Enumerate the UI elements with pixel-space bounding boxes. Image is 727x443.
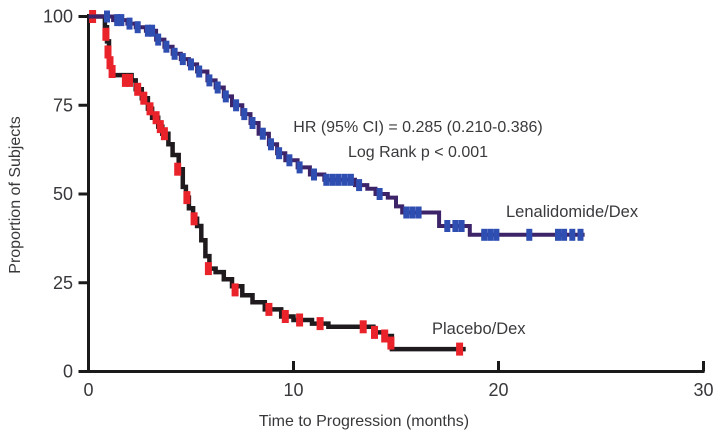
series-label-placebo: Placebo/Dex: [432, 320, 526, 338]
lenalidomide-censor-mark: [335, 173, 342, 186]
lenalidomide-censor-mark: [493, 228, 500, 241]
lenalidomide-censor-mark: [126, 17, 133, 30]
x-tick-label: 0: [83, 380, 93, 400]
placebo-censor-mark: [381, 329, 389, 343]
lenalidomide-censor-mark: [171, 47, 178, 60]
lenalidomide-censor-mark: [149, 24, 156, 37]
lenalidomide-censor-mark: [356, 179, 363, 192]
y-tick-label: 75: [53, 95, 73, 115]
lenalidomide-censor-mark: [323, 173, 330, 186]
placebo-censor-mark: [456, 342, 464, 356]
placebo-censor-mark: [104, 45, 112, 59]
placebo-censor-mark: [387, 336, 395, 350]
lenalidomide-censor-mark: [286, 154, 293, 167]
lenalidomide-censor-mark: [415, 206, 422, 219]
placebo-censor-mark: [204, 262, 212, 276]
hr-annotation-line2: Log Rank p < 0.001: [347, 144, 489, 161]
placebo-censor-mark: [140, 91, 148, 105]
lenalidomide-censor-mark: [104, 10, 110, 23]
placebo-censor-mark: [102, 27, 110, 41]
lenalidomide-censor-mark: [409, 206, 416, 219]
lenalidomide-censor-mark: [296, 161, 303, 174]
placebo-censor-mark: [160, 127, 168, 141]
lenalidomide-censor-mark: [241, 108, 248, 121]
lenalidomide-censor-mark: [222, 90, 229, 103]
placebo-censor-mark: [316, 317, 324, 331]
placebo-censor-mark: [183, 191, 191, 205]
lenalidomide-censor-mark: [555, 228, 561, 241]
lenalidomide-censor-mark: [561, 228, 568, 241]
placebo-censor-mark: [121, 73, 129, 87]
placebo-curve: [88, 14, 466, 352]
lenalidomide-censor-mark: [259, 127, 266, 140]
lenalidomide-censor-mark: [569, 228, 576, 241]
lenalidomide-censor-mark: [311, 168, 317, 181]
placebo-censor-mark: [265, 302, 273, 316]
lenalidomide-censor-mark: [118, 14, 125, 27]
lenalidomide-censor-mark: [577, 228, 584, 241]
lenalidomide-censor-mark: [155, 33, 162, 46]
y-axis-title: Proportion of Subjects: [7, 116, 24, 274]
hr-annotation: HR (95% CI) = 0.285 (0.210-0.386) Log Ra…: [253, 115, 583, 165]
placebo-censor-mark: [152, 111, 160, 125]
lenalidomide-censor-mark: [403, 206, 410, 219]
lenalidomide-censor-mark: [487, 228, 494, 241]
lenalidomide-censor-mark: [206, 74, 213, 87]
placebo-censor-mark: [134, 82, 142, 96]
placebo-censor-mark: [108, 65, 116, 78]
series-label-lenalidomide: Lenalidomide/Dex: [506, 203, 639, 221]
placebo-censor-mark: [190, 212, 198, 226]
placebo-censor-mark: [371, 325, 378, 339]
placebo-censor-mark: [359, 320, 367, 334]
y-tick-label: 100: [43, 7, 73, 27]
placebo-censor-mark: [296, 313, 304, 327]
lenalidomide-censor-mark: [347, 173, 354, 186]
lenalidomide-censor-mark: [196, 65, 203, 78]
x-axis-title: Time to Progression (months): [258, 413, 470, 430]
x-tick-label: 30: [693, 380, 713, 400]
lenalidomide-censor-mark: [452, 220, 459, 232]
lenalidomide-censor-mark: [144, 24, 151, 37]
lenalidomide-censor-mark: [134, 21, 141, 34]
placebo-censor-mark: [231, 283, 239, 297]
y-tick-label: 25: [53, 273, 73, 293]
lenalidomide-censor-mark: [249, 117, 256, 129]
placebo-censor-mark: [126, 73, 133, 87]
lenalidomide-censor-mark: [214, 81, 221, 94]
lenalidomide-censor-mark: [276, 147, 283, 160]
x-tick-label: 20: [488, 380, 508, 400]
placebo-censor-mark: [146, 102, 154, 116]
lenalidomide-censor-mark: [233, 99, 240, 112]
lenalidomide-censor-mark: [481, 228, 488, 241]
placebo-censor-mark: [106, 56, 114, 70]
lenalidomide-censor-mark: [444, 220, 451, 232]
y-tick-label: 50: [53, 184, 73, 204]
lenalidomide-censor-mark: [376, 188, 383, 200]
lenalidomide-censor-mark: [526, 228, 533, 241]
hr-annotation-line1: HR (95% CI) = 0.285 (0.210-0.386): [293, 119, 543, 136]
lenalidomide-censor-mark: [188, 58, 194, 71]
lenalidomide-censor-mark: [458, 220, 465, 232]
lenalidomide-censor-mark: [329, 173, 336, 186]
lenalidomide-censor-mark: [341, 173, 348, 186]
lenalidomide-censor-mark: [268, 138, 274, 151]
placebo-censor-mark: [156, 120, 164, 134]
lenalidomide-censor-mark: [179, 53, 186, 66]
lenalidomide-censor-mark: [114, 14, 121, 27]
placebo-censor-mark: [174, 162, 182, 176]
lenalidomide-censor-mark: [163, 40, 170, 53]
placebo-censor-mark: [281, 310, 289, 323]
x-tick-label: 10: [283, 380, 303, 400]
y-tick-label: 0: [63, 362, 73, 382]
